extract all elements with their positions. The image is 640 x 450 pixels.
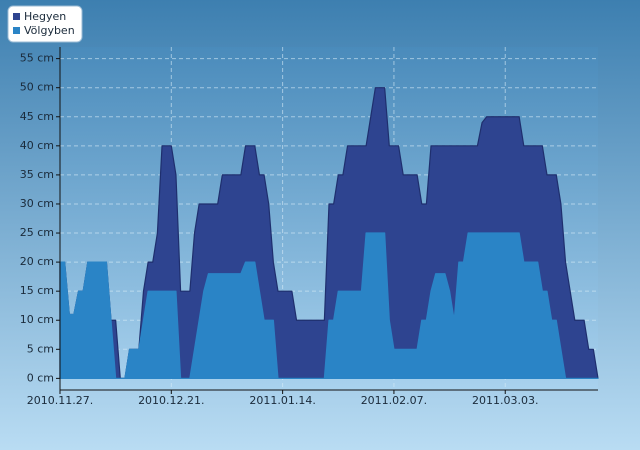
x-tick-label: 2010.12.21. xyxy=(138,394,204,407)
y-tick-label: 5 cm xyxy=(27,342,54,355)
y-tick-label: 25 cm xyxy=(20,226,54,239)
y-tick-label: 30 cm xyxy=(20,197,54,210)
x-tick-label: 2010.11.27. xyxy=(27,394,93,407)
y-tick-label: 35 cm xyxy=(20,168,54,181)
legend-box xyxy=(7,5,83,43)
x-tick-label: 2011.01.14. xyxy=(249,394,315,407)
legend-swatch xyxy=(13,27,20,34)
y-tick-label: 45 cm xyxy=(20,110,54,123)
y-tick-label: 40 cm xyxy=(20,139,54,152)
y-tick-label: 55 cm xyxy=(20,52,54,65)
y-tick-label: 10 cm xyxy=(20,313,54,326)
area-series xyxy=(59,232,599,379)
legend-label: Hegyen xyxy=(24,10,66,23)
legend-swatch xyxy=(13,13,20,20)
legend-label: Völgyben xyxy=(24,24,75,37)
x-tick-label: 2011.02.07. xyxy=(361,394,427,407)
y-tick-label: 15 cm xyxy=(20,284,54,297)
y-tick-label: 0 cm xyxy=(27,371,54,384)
y-tick-label: 50 cm xyxy=(20,81,54,94)
x-tick-label: 2011.03.03. xyxy=(472,394,538,407)
y-tick-label: 20 cm xyxy=(20,255,54,268)
